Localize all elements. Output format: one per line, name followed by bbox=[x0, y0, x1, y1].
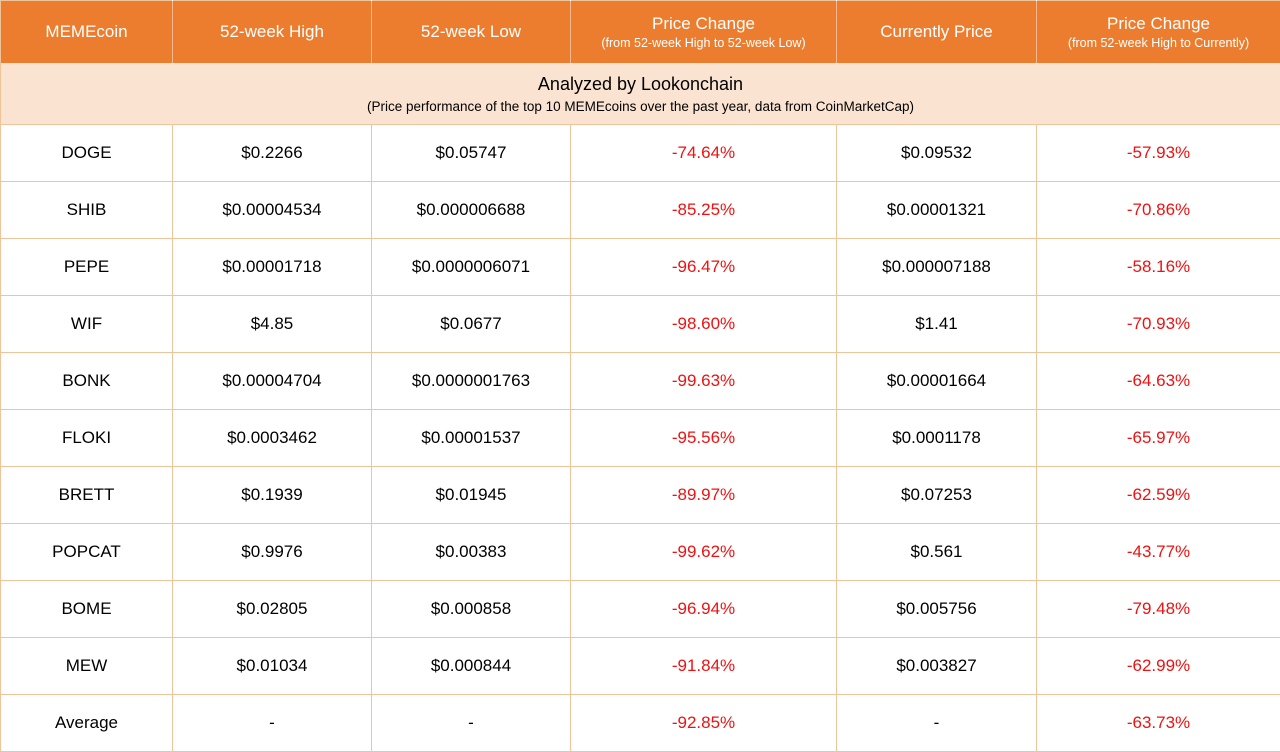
coin-name-cell: SHIB bbox=[0, 181, 173, 239]
low-value-cell: - bbox=[371, 694, 571, 752]
header-row: MEMEcoin 52-week High 52-week Low Price … bbox=[0, 0, 1280, 63]
change-high-low-cell: -89.97% bbox=[570, 466, 837, 524]
high-value-cell: - bbox=[172, 694, 372, 752]
change-high-current-cell: -70.86% bbox=[1036, 181, 1280, 239]
col-header-label: MEMEcoin bbox=[45, 22, 128, 42]
change-high-low-cell: -74.64% bbox=[570, 124, 837, 182]
coin-name-cell: BRETT bbox=[0, 466, 173, 524]
table-row: SHIB $0.00004534 $0.000006688 -85.25% $0… bbox=[0, 181, 1280, 239]
current-price-cell: $0.003827 bbox=[836, 637, 1037, 695]
current-price-cell: - bbox=[836, 694, 1037, 752]
col-header-sublabel: (from 52-week High to 52-week Low) bbox=[601, 35, 806, 50]
col-header-label: Price Change bbox=[1106, 13, 1210, 33]
table-row: BOME $0.02805 $0.000858 -96.94% $0.00575… bbox=[0, 580, 1280, 638]
current-price-cell: $0.000007188 bbox=[836, 238, 1037, 296]
table-row: DOGE $0.2266 $0.05747 -74.64% $0.09532 -… bbox=[0, 124, 1280, 182]
low-value-cell: $0.000006688 bbox=[371, 181, 571, 239]
caption-subtitle: (Price performance of the top 10 MEMEcoi… bbox=[367, 98, 914, 114]
current-price-cell: $0.00001664 bbox=[836, 352, 1037, 410]
low-value-cell: $0.01945 bbox=[371, 466, 571, 524]
analysis-caption: Analyzed by Lookonchain (Price performan… bbox=[0, 62, 1280, 125]
change-high-current-cell: -57.93% bbox=[1036, 124, 1280, 182]
coin-name-cell: Average bbox=[0, 694, 173, 752]
col-header-label: Price Change bbox=[651, 13, 755, 33]
col-header-currently-price: Currently Price bbox=[836, 0, 1037, 63]
current-price-cell: $0.00001321 bbox=[836, 181, 1037, 239]
caption-title: Analyzed by Lookonchain bbox=[537, 73, 744, 94]
change-high-current-cell: -64.63% bbox=[1036, 352, 1280, 410]
coin-name-cell: PEPE bbox=[0, 238, 173, 296]
change-high-current-cell: -58.16% bbox=[1036, 238, 1280, 296]
high-value-cell: $0.00004704 bbox=[172, 352, 372, 410]
col-header-52-week-high: 52-week High bbox=[172, 0, 372, 63]
table-row: Average - - -92.85% - -63.73% bbox=[0, 694, 1280, 752]
change-high-current-cell: -62.99% bbox=[1036, 637, 1280, 695]
change-high-low-cell: -91.84% bbox=[570, 637, 837, 695]
table-body: DOGE $0.2266 $0.05747 -74.64% $0.09532 -… bbox=[0, 124, 1280, 752]
low-value-cell: $0.00001537 bbox=[371, 409, 571, 467]
high-value-cell: $0.0003462 bbox=[172, 409, 372, 467]
current-price-cell: $0.09532 bbox=[836, 124, 1037, 182]
table-row: WIF $4.85 $0.0677 -98.60% $1.41 -70.93% bbox=[0, 295, 1280, 353]
low-value-cell: $0.00383 bbox=[371, 523, 571, 581]
caption-row: Analyzed by Lookonchain (Price performan… bbox=[0, 62, 1280, 125]
low-value-cell: $0.0677 bbox=[371, 295, 571, 353]
change-high-low-cell: -99.63% bbox=[570, 352, 837, 410]
change-high-current-cell: -63.73% bbox=[1036, 694, 1280, 752]
col-header-label: 52-week High bbox=[220, 22, 324, 42]
col-header-price-change-high-to-currently: Price Change (from 52-week High to Curre… bbox=[1036, 0, 1280, 63]
table-row: MEW $0.01034 $0.000844 -91.84% $0.003827… bbox=[0, 637, 1280, 695]
table-header: MEMEcoin 52-week High 52-week Low Price … bbox=[0, 0, 1280, 125]
table-row: BONK $0.00004704 $0.0000001763 -99.63% $… bbox=[0, 352, 1280, 410]
low-value-cell: $0.05747 bbox=[371, 124, 571, 182]
high-value-cell: $0.00004534 bbox=[172, 181, 372, 239]
change-high-low-cell: -95.56% bbox=[570, 409, 837, 467]
low-value-cell: $0.000844 bbox=[371, 637, 571, 695]
low-value-cell: $0.000858 bbox=[371, 580, 571, 638]
high-value-cell: $0.9976 bbox=[172, 523, 372, 581]
low-value-cell: $0.0000006071 bbox=[371, 238, 571, 296]
coin-name-cell: WIF bbox=[0, 295, 173, 353]
col-header-label: Currently Price bbox=[880, 22, 993, 42]
table-row: FLOKI $0.0003462 $0.00001537 -95.56% $0.… bbox=[0, 409, 1280, 467]
coin-name-cell: BOME bbox=[0, 580, 173, 638]
coin-name-cell: BONK bbox=[0, 352, 173, 410]
change-high-low-cell: -96.94% bbox=[570, 580, 837, 638]
current-price-cell: $0.005756 bbox=[836, 580, 1037, 638]
coin-name-cell: POPCAT bbox=[0, 523, 173, 581]
change-high-current-cell: -43.77% bbox=[1036, 523, 1280, 581]
high-value-cell: $4.85 bbox=[172, 295, 372, 353]
change-high-current-cell: -79.48% bbox=[1036, 580, 1280, 638]
current-price-cell: $0.07253 bbox=[836, 466, 1037, 524]
table-row: POPCAT $0.9976 $0.00383 -99.62% $0.561 -… bbox=[0, 523, 1280, 581]
change-high-low-cell: -96.47% bbox=[570, 238, 837, 296]
high-value-cell: $0.00001718 bbox=[172, 238, 372, 296]
change-high-low-cell: -99.62% bbox=[570, 523, 837, 581]
change-high-current-cell: -65.97% bbox=[1036, 409, 1280, 467]
coin-name-cell: DOGE bbox=[0, 124, 173, 182]
change-high-low-cell: -85.25% bbox=[570, 181, 837, 239]
coin-name-cell: FLOKI bbox=[0, 409, 173, 467]
col-header-price-change-high-to-low: Price Change (from 52-week High to 52-we… bbox=[570, 0, 837, 63]
col-header-sublabel: (from 52-week High to Currently) bbox=[1067, 35, 1250, 50]
change-high-current-cell: -70.93% bbox=[1036, 295, 1280, 353]
col-header-label: 52-week Low bbox=[420, 22, 522, 42]
high-value-cell: $0.1939 bbox=[172, 466, 372, 524]
table-row: BRETT $0.1939 $0.01945 -89.97% $0.07253 … bbox=[0, 466, 1280, 524]
high-value-cell: $0.01034 bbox=[172, 637, 372, 695]
current-price-cell: $0.0001178 bbox=[836, 409, 1037, 467]
current-price-cell: $0.561 bbox=[836, 523, 1037, 581]
low-value-cell: $0.0000001763 bbox=[371, 352, 571, 410]
table-row: PEPE $0.00001718 $0.0000006071 -96.47% $… bbox=[0, 238, 1280, 296]
col-header-52-week-low: 52-week Low bbox=[371, 0, 571, 63]
current-price-cell: $1.41 bbox=[836, 295, 1037, 353]
change-high-low-cell: -92.85% bbox=[570, 694, 837, 752]
change-high-low-cell: -98.60% bbox=[570, 295, 837, 353]
col-header-memecoin: MEMEcoin bbox=[0, 0, 173, 63]
high-value-cell: $0.2266 bbox=[172, 124, 372, 182]
coin-name-cell: MEW bbox=[0, 637, 173, 695]
high-value-cell: $0.02805 bbox=[172, 580, 372, 638]
change-high-current-cell: -62.59% bbox=[1036, 466, 1280, 524]
